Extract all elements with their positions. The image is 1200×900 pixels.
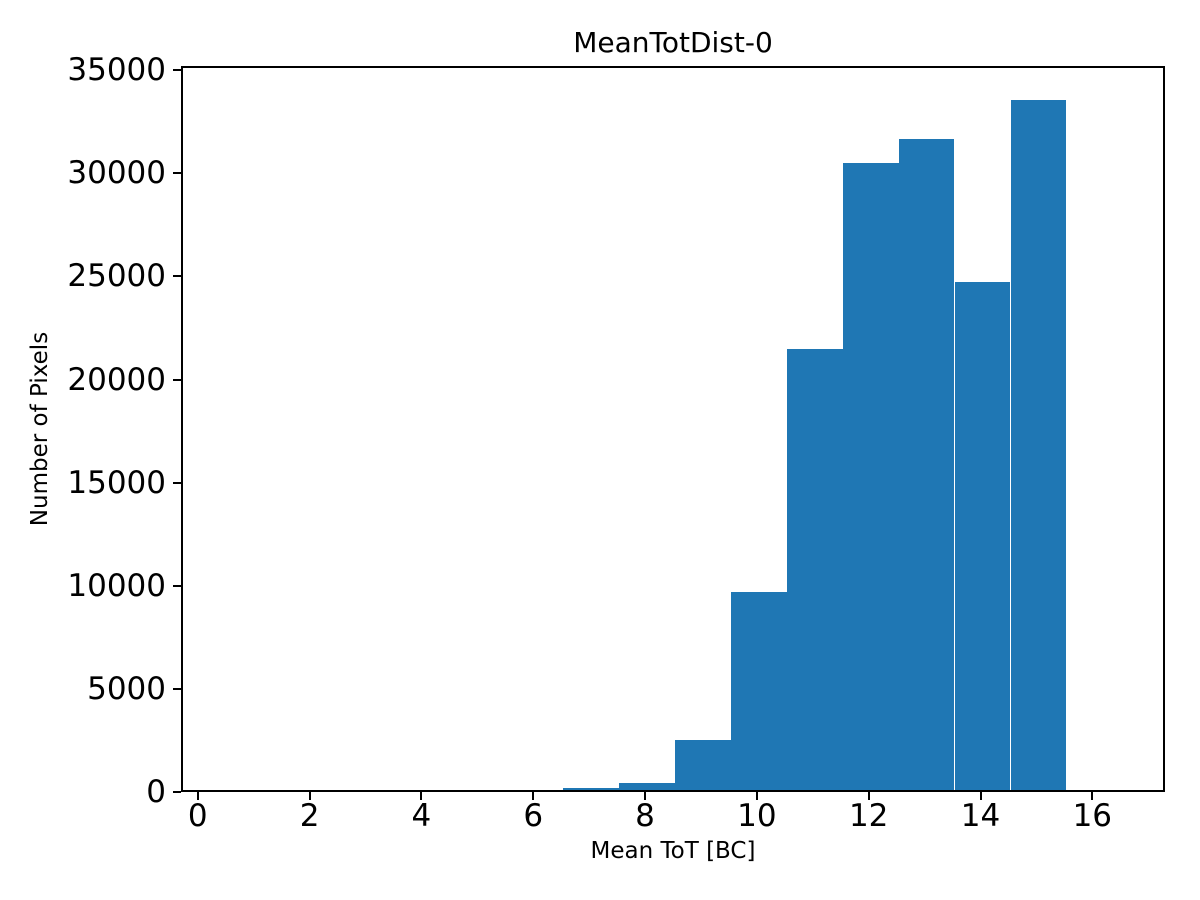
x-tick-label: 6	[523, 798, 544, 834]
histogram-bar	[563, 787, 620, 790]
x-tick-label: 16	[1072, 798, 1113, 834]
y-tick-mark	[173, 275, 181, 278]
x-tick-mark	[867, 792, 870, 800]
x-tick-mark	[1091, 792, 1094, 800]
x-axis-label: Mean ToT [BC]	[590, 838, 756, 864]
y-tick-mark	[173, 481, 181, 484]
x-tick-mark	[196, 792, 199, 800]
histogram-bar	[1010, 99, 1067, 790]
x-tick-label: 0	[187, 798, 208, 834]
x-tick-label: 14	[960, 798, 1001, 834]
x-tick-mark	[532, 792, 535, 800]
y-tick-label: 0	[146, 774, 166, 810]
histogram-bar	[730, 592, 787, 790]
y-tick-label: 5000	[87, 670, 166, 707]
y-tick-mark	[173, 584, 181, 587]
y-tick-label: 25000	[67, 258, 166, 295]
x-tick-mark	[308, 792, 311, 800]
histogram-bar	[954, 282, 1011, 790]
histogram-bar	[675, 739, 731, 790]
y-tick-label: 15000	[67, 464, 166, 501]
histogram-bar	[786, 348, 843, 790]
y-tick-label: 10000	[67, 567, 166, 604]
y-tick-mark	[173, 791, 181, 793]
x-tick-label: 12	[848, 798, 889, 834]
x-tick-label: 8	[635, 798, 655, 834]
histogram-bar	[898, 138, 955, 790]
y-tick-mark	[173, 69, 181, 72]
x-tick-label: 4	[411, 798, 432, 834]
y-tick-label: 30000	[67, 155, 166, 192]
x-tick-mark	[644, 792, 646, 800]
y-tick-label: 20000	[67, 361, 166, 398]
x-tick-mark	[979, 792, 982, 800]
x-tick-mark	[755, 792, 758, 800]
y-tick-mark	[173, 687, 181, 690]
y-tick-mark	[173, 172, 181, 175]
y-tick-label: 35000	[67, 52, 166, 89]
x-tick-mark	[420, 792, 423, 800]
histogram-bar	[842, 163, 899, 790]
plot-area	[181, 66, 1165, 792]
x-tick-label: 2	[299, 798, 320, 834]
chart-title: MeanTotDist-0	[573, 26, 773, 59]
histogram-bar	[619, 783, 675, 790]
y-tick-mark	[173, 378, 181, 381]
x-tick-label: 10	[737, 798, 777, 834]
